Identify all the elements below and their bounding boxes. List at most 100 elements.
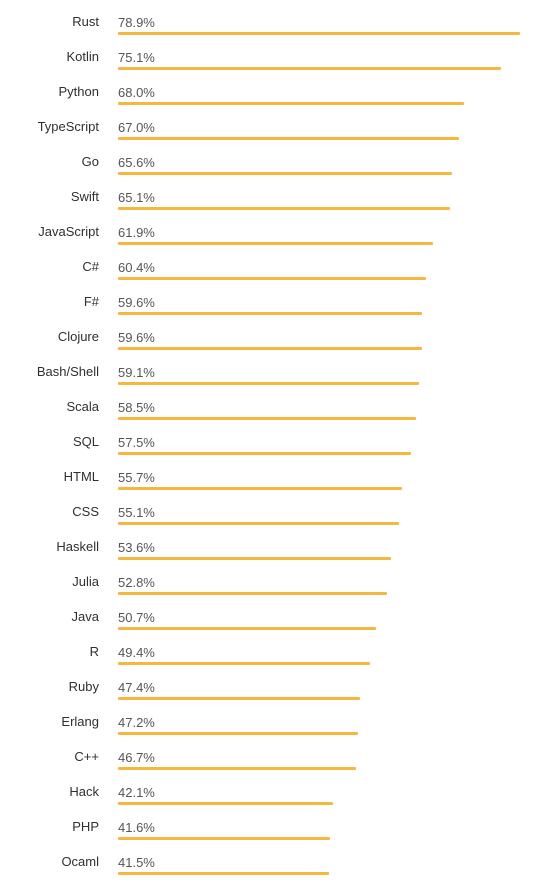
value-label: 60.4% (118, 260, 155, 275)
category-label: SQL (72, 434, 99, 449)
value-label: 47.4% (118, 680, 155, 695)
chart-row: Clojure 59.6% (0, 315, 545, 350)
category-label: JavaScript (38, 224, 99, 239)
category-label: Clojure (57, 329, 99, 344)
bar (118, 32, 520, 35)
chart-row: PHP 41.6% (0, 805, 545, 840)
category-label: Ocaml (61, 854, 99, 869)
category-label: Ruby (68, 679, 99, 694)
bar (118, 452, 411, 455)
bar (118, 277, 426, 280)
chart-row: Go 65.6% (0, 140, 545, 175)
category-label: Erlang (61, 714, 99, 729)
category-label: F# (83, 294, 99, 309)
chart-row: Ocaml 41.5% (0, 840, 545, 875)
chart-row: Python 68.0% (0, 70, 545, 105)
category-label: CSS (72, 504, 99, 519)
bar (118, 662, 370, 665)
category-label: Rust (72, 14, 99, 29)
chart-row: SQL 57.5% (0, 420, 545, 455)
category-label: HTML (63, 469, 99, 484)
bar (118, 732, 358, 735)
chart-row: C++ 46.7% (0, 735, 545, 770)
bar (118, 137, 459, 140)
bar (118, 417, 416, 420)
category-label: Haskell (56, 539, 99, 554)
category-label: Java (71, 609, 99, 624)
value-label: 59.6% (118, 330, 155, 345)
value-label: 57.5% (118, 435, 155, 450)
chart-row: Rust 78.9% (0, 0, 545, 35)
category-label: Bash/Shell (36, 364, 99, 379)
bar (118, 697, 360, 700)
category-label: C# (82, 259, 99, 274)
bar (118, 767, 356, 770)
bar (118, 172, 452, 175)
chart-row: R 49.4% (0, 630, 545, 665)
bar (118, 557, 391, 560)
value-label: 78.9% (118, 15, 155, 30)
category-label: Hack (69, 784, 99, 799)
value-label: 52.8% (118, 575, 155, 590)
bar (118, 382, 419, 385)
value-label: 58.5% (118, 400, 155, 415)
chart-row: Scala 58.5% (0, 385, 545, 420)
category-label: Swift (70, 189, 99, 204)
value-label: 68.0% (118, 85, 155, 100)
bar (118, 312, 422, 315)
chart-row: Swift 65.1% (0, 175, 545, 210)
bar (118, 67, 501, 70)
value-label: 50.7% (118, 610, 155, 625)
value-label: 65.6% (118, 155, 155, 170)
chart-row: CSS 55.1% (0, 490, 545, 525)
chart-row: Bash/Shell 59.1% (0, 350, 545, 385)
category-label: PHP (72, 819, 99, 834)
value-label: 59.6% (118, 295, 155, 310)
bar (118, 872, 329, 875)
category-label: R (89, 644, 99, 659)
category-label: Julia (72, 574, 99, 589)
value-label: 75.1% (118, 50, 155, 65)
value-label: 59.1% (118, 365, 155, 380)
category-label: Go (81, 154, 99, 169)
category-label: Scala (66, 399, 99, 414)
chart-row: HTML 55.7% (0, 455, 545, 490)
value-label: 47.2% (118, 715, 155, 730)
value-label: 61.9% (118, 225, 155, 240)
chart-row: Java 50.7% (0, 595, 545, 630)
category-label: C++ (74, 749, 99, 764)
bar (118, 522, 399, 525)
value-label: 55.7% (118, 470, 155, 485)
chart-row: Erlang 47.2% (0, 700, 545, 735)
bar (118, 802, 333, 805)
chart-row: Julia 52.8% (0, 560, 545, 595)
value-label: 42.1% (118, 785, 155, 800)
value-label: 41.5% (118, 855, 155, 870)
chart-row: Ruby 47.4% (0, 665, 545, 700)
bar (118, 347, 422, 350)
category-label: Kotlin (66, 49, 99, 64)
value-label: 41.6% (118, 820, 155, 835)
bar (118, 627, 376, 630)
value-label: 49.4% (118, 645, 155, 660)
bar (118, 837, 330, 840)
bar (118, 242, 433, 245)
bar (118, 592, 387, 595)
category-label: TypeScript (37, 119, 99, 134)
value-label: 53.6% (118, 540, 155, 555)
value-label: 67.0% (118, 120, 155, 135)
value-label: 55.1% (118, 505, 155, 520)
bar (118, 487, 402, 490)
chart-row: TypeScript 67.0% (0, 105, 545, 140)
value-label: 46.7% (118, 750, 155, 765)
bar (118, 207, 450, 210)
value-label: 65.1% (118, 190, 155, 205)
chart-row: Haskell 53.6% (0, 525, 545, 560)
chart-row: Kotlin 75.1% (0, 35, 545, 70)
category-label: Python (58, 84, 99, 99)
bar (118, 102, 464, 105)
chart-row: Hack 42.1% (0, 770, 545, 805)
chart-row: C# 60.4% (0, 245, 545, 280)
chart-row: F# 59.6% (0, 280, 545, 315)
